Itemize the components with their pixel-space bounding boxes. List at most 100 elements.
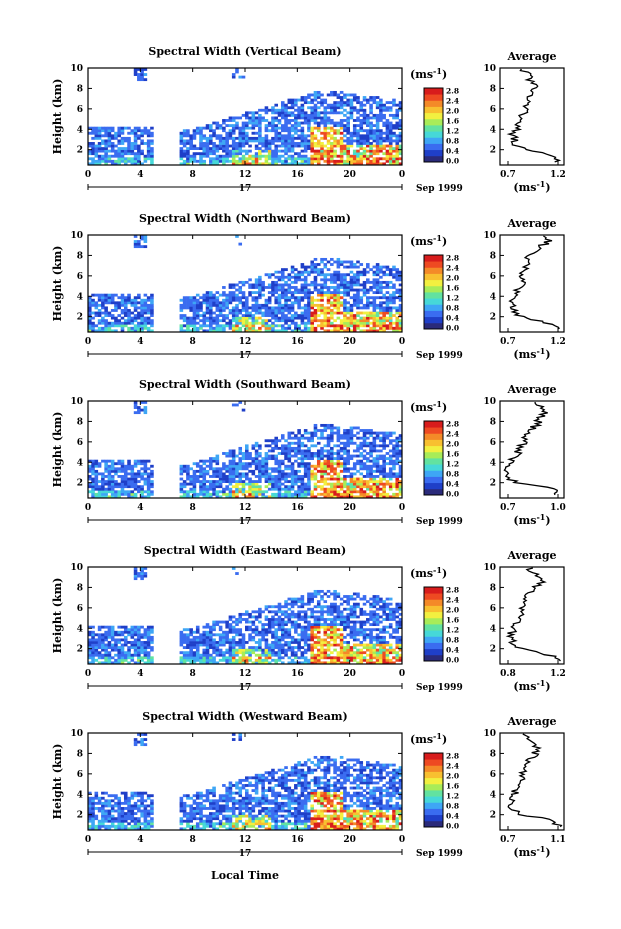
heatmap-cell (382, 306, 386, 310)
heatmap-cell (356, 490, 360, 494)
heatmap-cell (339, 106, 344, 110)
heatmap-cell (320, 472, 324, 476)
heatmap-cell (323, 321, 328, 325)
heatmap-cell (280, 129, 285, 133)
heatmap-cell (104, 159, 108, 163)
heatmap-cell (218, 147, 223, 150)
heatmap-cell (379, 275, 383, 279)
heatmap-cell (372, 446, 377, 450)
heatmap-cell (375, 134, 380, 138)
heatmap-cell (366, 98, 370, 102)
heatmap-cell (104, 495, 108, 499)
heatmap-cell (264, 641, 269, 644)
heatmap-cell (330, 316, 334, 320)
heatmap-cell (107, 480, 112, 483)
heatmap-cell (310, 296, 314, 300)
heatmap-cell (307, 487, 311, 491)
heatmap-cell (258, 444, 262, 448)
heatmap-cell (209, 301, 213, 305)
heatmap-cell (143, 477, 148, 481)
heatmap-cell (362, 286, 367, 289)
heatmap-cell (333, 152, 337, 156)
heatmap-cell (264, 658, 269, 662)
heatmap-cell (218, 139, 223, 143)
heatmap-cell (290, 142, 295, 145)
heatmap-cell (336, 492, 341, 496)
heatmap-cell (271, 311, 275, 315)
heatmap-cell (215, 459, 220, 463)
heatmap-cell (127, 646, 131, 649)
heatmap-cell (107, 477, 112, 481)
heatmap-cell (209, 326, 213, 330)
heatmap-cell (362, 324, 367, 328)
heatmap-cell (310, 139, 314, 143)
heatmap-cell (343, 309, 347, 312)
heatmap-cell (333, 93, 337, 97)
heatmap-cell (212, 129, 216, 133)
heatmap-cell (133, 301, 138, 305)
heatmap-cell (238, 615, 243, 619)
heatmap-cell (189, 628, 193, 632)
heatmap-cell (323, 487, 328, 491)
heatmap-cell (392, 103, 396, 107)
heatmap-cell (294, 436, 298, 440)
heatmap-cell (284, 288, 288, 292)
heatmap-cell (215, 144, 220, 148)
heatmap-cell (228, 623, 233, 627)
average-x-tick-label: 1.2 (550, 337, 566, 347)
heatmap-cell (130, 159, 135, 163)
heatmap-cell (245, 301, 249, 305)
heatmap-cell (215, 309, 220, 312)
heatmap-cell (228, 159, 233, 163)
heatmap-cell (362, 306, 367, 310)
heatmap-cell (284, 293, 288, 297)
heatmap-cell (123, 656, 128, 660)
heatmap-cell (398, 309, 403, 312)
heatmap-cell (349, 265, 354, 269)
heatmap-cell (379, 280, 383, 284)
heatmap-cell (192, 159, 197, 163)
heatmap-cell (150, 661, 154, 665)
heatmap-cell (352, 434, 357, 438)
heatmap-cell (254, 457, 259, 461)
heatmap-cell (333, 319, 337, 323)
heatmap-cell (120, 159, 125, 163)
heatmap-cell (356, 298, 360, 302)
heatmap-cell (202, 658, 207, 662)
heatmap-cell (264, 454, 269, 458)
average-unit: (ms-1) (513, 179, 550, 194)
heatmap-cell (222, 472, 226, 476)
heatmap-cell (307, 480, 311, 483)
heatmap-cell (117, 131, 122, 135)
heatmap-cell (352, 93, 357, 97)
heatmap-cell (359, 298, 364, 302)
heatmap-cell (382, 280, 386, 284)
heatmap-cell (212, 628, 216, 632)
heatmap-cell (120, 157, 125, 161)
heatmap-cell (300, 434, 305, 438)
heatmap-cell (143, 651, 148, 655)
heatmap-cell (104, 306, 108, 310)
heatmap-cell (395, 116, 400, 120)
heatmap-cell (294, 159, 298, 163)
heatmap-cell (398, 273, 403, 277)
heatmap-cell (290, 101, 295, 105)
heatmap-cell (179, 329, 184, 333)
heatmap-cell (330, 152, 334, 156)
heatmap-cell (101, 653, 105, 657)
heatmap-cell (287, 283, 292, 287)
heatmap-cell (195, 329, 200, 333)
heatmap-cell (140, 149, 144, 153)
heatmap-cell (205, 480, 210, 483)
heatmap-cell (91, 131, 95, 135)
heatmap-cell (294, 446, 298, 450)
heatmap-cell (218, 134, 223, 138)
heatmap-cell (280, 472, 285, 476)
heatmap-cell (225, 635, 229, 639)
heatmap-cell (235, 149, 239, 153)
heatmap-cell (254, 648, 259, 652)
heatmap-cell (303, 457, 308, 461)
heatmap-cell (395, 452, 400, 455)
heatmap-cell (101, 656, 105, 660)
heatmap-cell (218, 475, 223, 478)
